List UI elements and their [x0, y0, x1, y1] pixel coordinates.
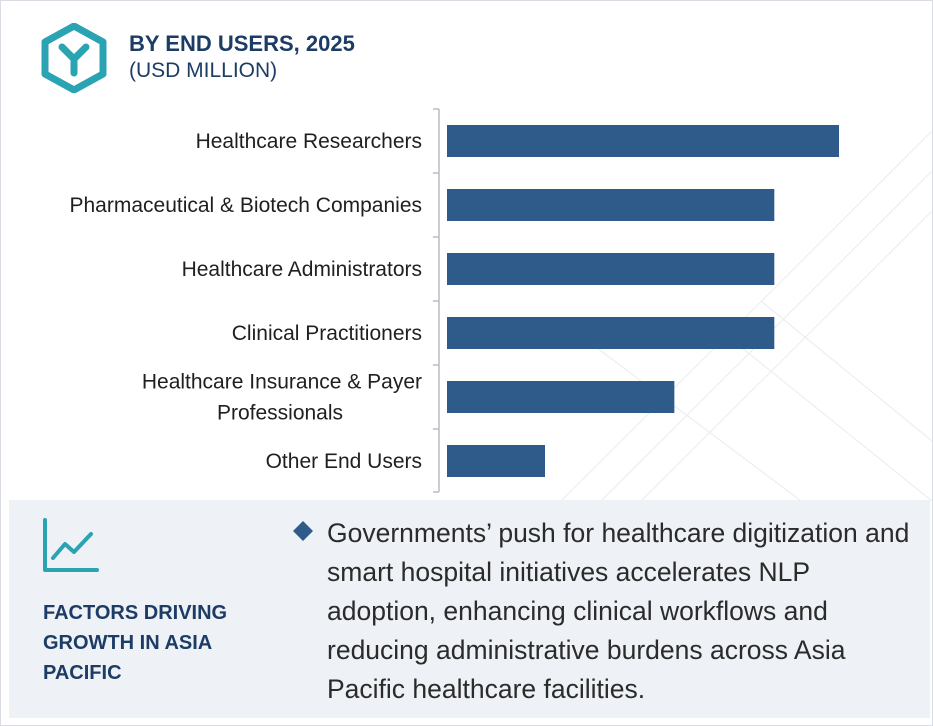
bar	[447, 381, 675, 413]
category-label: Healthcare Insurance & Payer Professional…	[142, 371, 422, 425]
hexagon-y-logo-icon	[41, 23, 107, 93]
category-label-line: Professionals	[217, 402, 343, 425]
chart-subtitle: (USD MILLION)	[129, 59, 278, 82]
category-label: Clinical Practitioners	[232, 322, 422, 345]
line-chart-trend-icon	[43, 518, 99, 572]
category-label: Other End Users	[266, 450, 422, 473]
growth-factors-panel: FACTORS DRIVING GROWTH IN ASIA PACIFIC G…	[9, 500, 930, 718]
chart-title: BY END USERS, 2025	[129, 31, 355, 56]
category-label-line: Healthcare Administrators	[182, 258, 422, 281]
bar	[447, 445, 545, 477]
category-label: Healthcare Administrators	[182, 258, 422, 281]
bar	[447, 125, 839, 157]
category-label-line: Healthcare Insurance & Payer	[142, 371, 422, 394]
factor-description: Governments’ push for healthcare digitiz…	[327, 518, 910, 704]
category-label-line: Clinical Practitioners	[232, 322, 422, 345]
bar	[447, 189, 775, 221]
bar-chart: Healthcare Researchers Pharmaceutical & B…	[69, 108, 839, 493]
bar	[447, 317, 775, 349]
category-label-line: Other End Users	[266, 450, 422, 473]
category-label-line: Pharmaceutical & Biotech Companies	[69, 194, 422, 217]
category-label: Healthcare Researchers	[196, 130, 422, 153]
factors-title: FACTORS DRIVING GROWTH IN ASIA PACIFIC	[43, 602, 228, 684]
category-label-line: Healthcare Researchers	[196, 130, 422, 153]
bar	[447, 253, 775, 285]
diamond-bullet-icon	[293, 521, 313, 541]
background-decoration	[560, 130, 932, 501]
category-label: Pharmaceutical & Biotech Companies	[69, 194, 422, 217]
